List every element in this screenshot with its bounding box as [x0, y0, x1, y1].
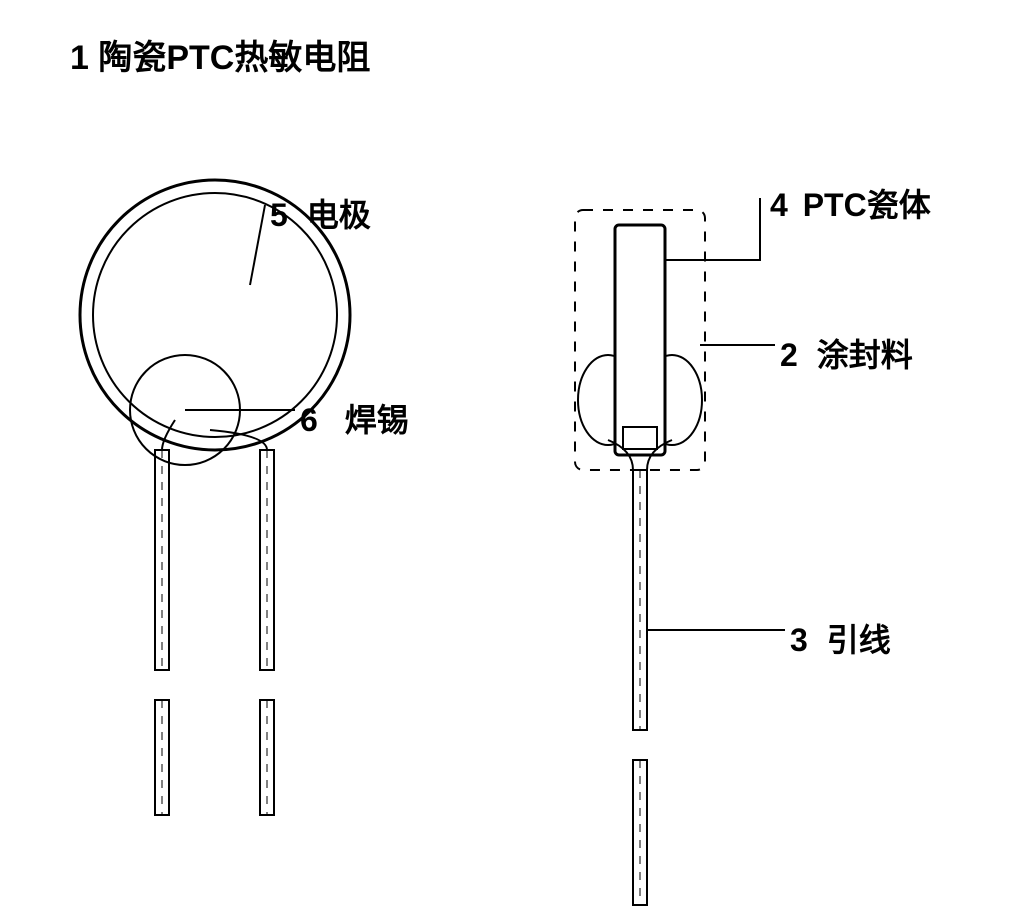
- diagram-svg: [0, 0, 1013, 924]
